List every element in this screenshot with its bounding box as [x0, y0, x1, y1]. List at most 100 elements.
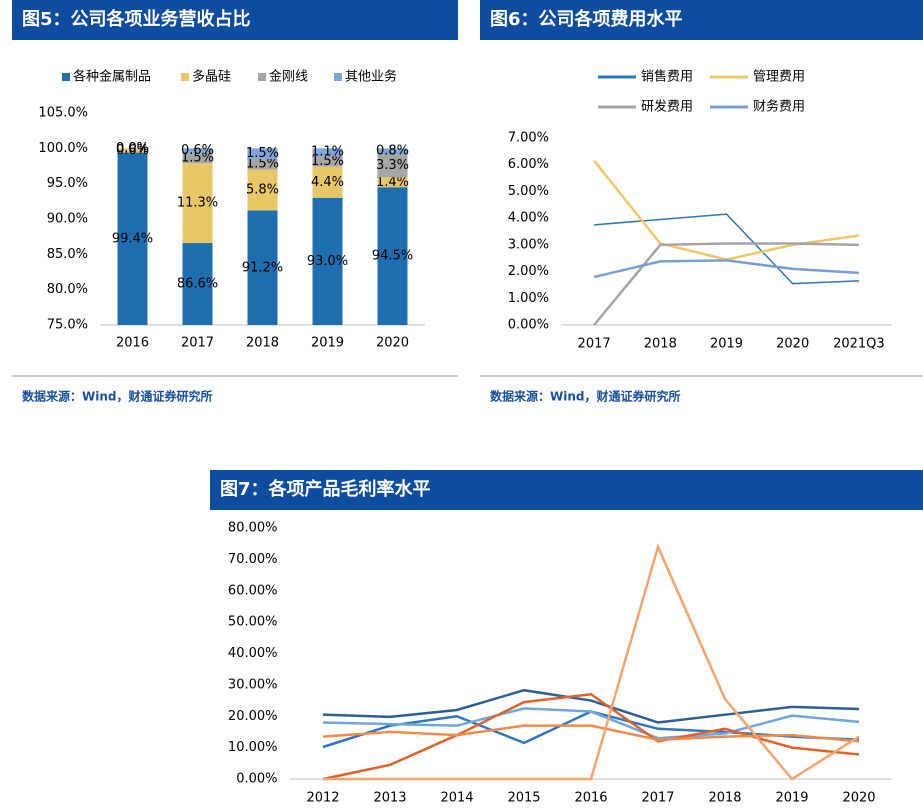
x-tick-label: 2021Q3 — [833, 337, 885, 352]
y-tick-label: 20.00% — [228, 709, 278, 724]
line-series — [594, 213, 859, 285]
legend-label: 管理费用 — [753, 70, 805, 85]
x-tick-label: 2018 — [246, 336, 279, 351]
legend-label: 其他业务 — [345, 69, 397, 85]
y-tick-label: 80.0% — [47, 282, 88, 297]
bar-segment — [377, 187, 408, 325]
y-tick-label: 6.00% — [508, 157, 549, 172]
source-note: 数据来源：Wind，财通证券研究所 — [22, 389, 212, 404]
legend-swatch — [181, 73, 189, 81]
bar-segment — [247, 148, 278, 159]
y-tick-label: 10.00% — [228, 740, 278, 755]
data-label: 11.3% — [177, 196, 218, 211]
x-tick-label: 2019 — [710, 337, 743, 352]
x-tick-label: 2019 — [311, 336, 344, 351]
y-tick-label: 90.0% — [47, 212, 88, 227]
bar-segment — [182, 243, 213, 325]
bar-segment — [182, 152, 213, 164]
bar-segment — [377, 153, 408, 178]
line-series — [593, 259, 859, 279]
y-tick-label: 75.0% — [47, 318, 88, 333]
y-tick-label: 0.00% — [508, 318, 549, 333]
y-tick-label: 2.00% — [508, 264, 549, 279]
x-tick-label: 2013 — [373, 791, 406, 806]
data-label: 94.5% — [372, 249, 413, 264]
data-label: 3.3% — [376, 158, 409, 173]
bar-segment — [377, 177, 408, 188]
x-tick-label: 2012 — [306, 791, 339, 806]
x-tick-label: 2015 — [507, 791, 540, 806]
data-label: 0.0% — [116, 141, 149, 156]
y-tick-label: 105.0% — [38, 106, 88, 121]
legend-label: 多晶硅 — [192, 69, 231, 85]
line-series — [322, 707, 860, 740]
data-label: 1.5% — [246, 157, 279, 172]
bar-segment — [247, 210, 278, 325]
y-tick-label: 60.00% — [228, 583, 278, 598]
bar-segment — [182, 163, 213, 244]
data-label: 1.4% — [376, 175, 409, 190]
data-label: 93.0% — [307, 254, 348, 269]
y-tick-label: 80.00% — [228, 521, 278, 536]
data-label: 99.4% — [112, 231, 153, 246]
legend-label: 研发费用 — [641, 99, 693, 115]
legend-label: 财务费用 — [753, 99, 805, 115]
y-tick-label: 70.00% — [228, 552, 278, 567]
y-tick-label: 3.00% — [508, 237, 549, 252]
figure-header — [210, 470, 923, 510]
x-tick-label: 2017 — [641, 791, 674, 806]
x-tick-label: 2018 — [708, 791, 741, 806]
legend-swatch — [62, 73, 70, 81]
bar-segment — [312, 156, 343, 167]
y-tick-label: 85.0% — [47, 247, 88, 262]
y-tick-label: 95.0% — [47, 176, 88, 191]
bar-segment — [182, 148, 213, 153]
legend-label: 各种金属制品 — [73, 69, 151, 85]
x-tick-label: 2017 — [181, 336, 214, 351]
y-tick-label: 5.00% — [508, 184, 549, 199]
y-tick-label: 4.00% — [508, 211, 549, 226]
y-tick-label: 30.00% — [228, 677, 278, 692]
y-tick-label: 100.0% — [38, 141, 88, 156]
x-tick-label: 2020 — [376, 336, 409, 351]
figure-header — [480, 0, 923, 40]
data-label: 0.6% — [116, 143, 149, 158]
data-label: 4.4% — [311, 175, 344, 190]
data-label: 1.1% — [311, 145, 344, 160]
line-series — [322, 688, 860, 724]
data-label: 1.5% — [246, 146, 279, 161]
chart-title: 图7：各项产品毛利率水平 — [220, 478, 431, 500]
source-note: 数据来源：Wind，财通证券研究所 — [490, 389, 680, 404]
x-tick-label: 2016 — [116, 336, 149, 351]
bar-segment — [117, 148, 148, 153]
y-tick-label: 1.00% — [508, 291, 549, 306]
bar-segment — [312, 148, 343, 157]
bar-segment — [377, 148, 408, 154]
data-label: 0.6% — [181, 143, 214, 158]
bar-segment — [312, 166, 343, 198]
bar-segment — [117, 152, 148, 325]
figure-header — [12, 0, 458, 40]
bar-segment — [247, 158, 278, 170]
x-tick-label: 2020 — [776, 337, 809, 352]
line-series — [593, 242, 859, 326]
chart-title: 图6：公司各项费用水平 — [490, 8, 683, 30]
data-label: 0.8% — [376, 144, 409, 159]
data-label: 1.5% — [181, 150, 214, 165]
data-label: 91.2% — [242, 260, 283, 275]
line-series — [322, 710, 860, 749]
data-label: 0.0% — [116, 141, 149, 156]
line-series — [322, 692, 860, 781]
y-tick-label: 0.00% — [236, 772, 277, 787]
bar-segment — [247, 169, 278, 211]
legend-swatch — [258, 73, 266, 81]
y-tick-label: 50.00% — [228, 615, 278, 630]
line-series — [323, 543, 860, 781]
data-label: 86.6% — [177, 277, 218, 292]
data-label: 1.5% — [311, 154, 344, 169]
legend-label: 金刚线 — [269, 69, 308, 85]
legend-swatch — [334, 73, 342, 81]
y-tick-label: 7.00% — [508, 131, 549, 146]
chart-title: 图5：公司各项业务营收占比 — [22, 8, 251, 30]
